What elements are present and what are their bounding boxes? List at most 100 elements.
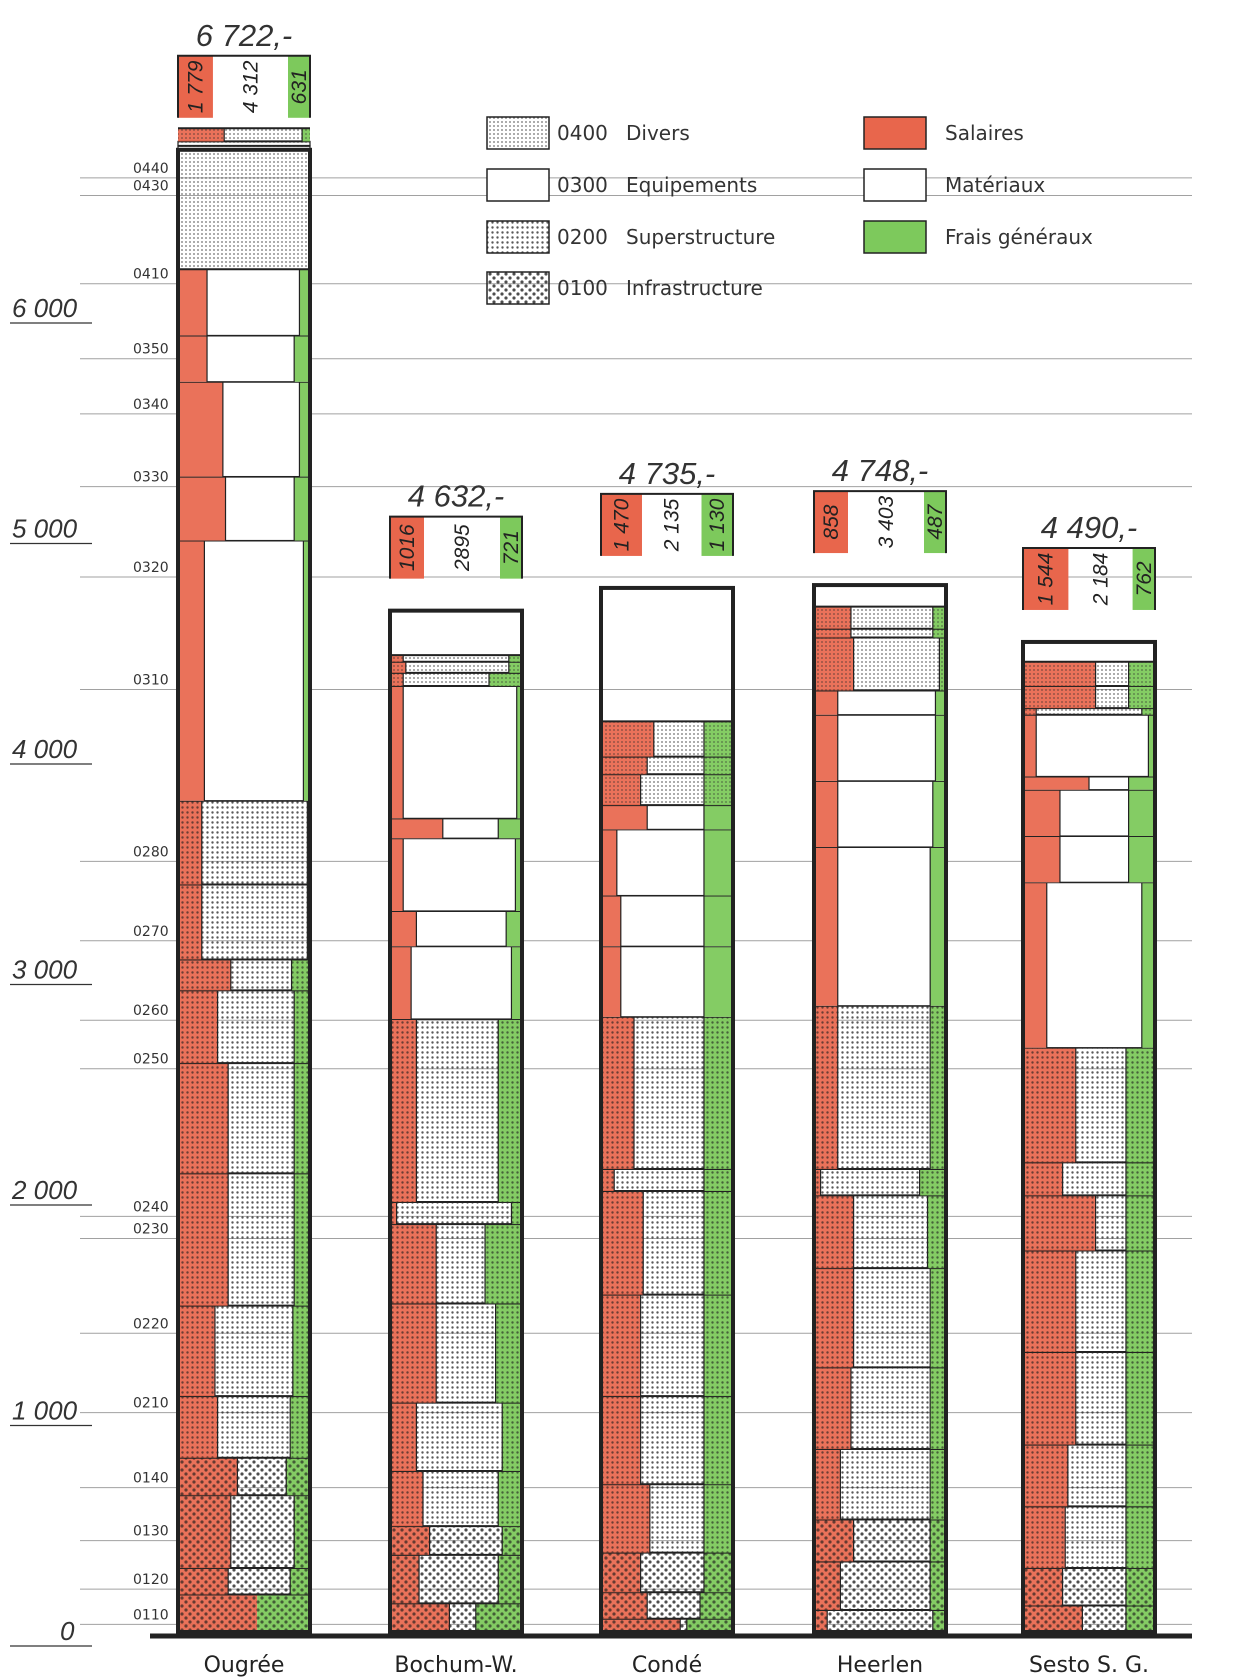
segment-0120 bbox=[1023, 1567, 1155, 1607]
segment-frais-generaux bbox=[294, 335, 310, 382]
bar-outline bbox=[1021, 639, 1157, 1634]
segment-frais-texture bbox=[294, 1495, 310, 1569]
segment-0140 bbox=[601, 1483, 733, 1554]
segment-frais-texture bbox=[502, 1402, 522, 1472]
segment-frais-generaux bbox=[511, 946, 522, 1020]
split-frais-box bbox=[701, 493, 733, 556]
split-value-label: 1 130 bbox=[706, 498, 729, 551]
segment-frais-texture bbox=[703, 1294, 733, 1397]
segment-salaires-texture bbox=[1023, 1444, 1068, 1507]
segment-salaires-texture bbox=[1023, 1351, 1076, 1445]
segment-salaires-texture bbox=[178, 1173, 229, 1306]
segment-salaires-texture bbox=[1023, 708, 1037, 715]
bar-outline bbox=[176, 147, 312, 1635]
legend-category-0400: 0400 Divers bbox=[486, 116, 690, 150]
segment-salaires-texture bbox=[390, 1224, 437, 1304]
legend-label: Divers bbox=[626, 121, 690, 145]
segment-0130 bbox=[601, 1551, 733, 1593]
segment-0410 bbox=[1023, 707, 1155, 716]
legend-component-materiaux: Matériaux bbox=[863, 168, 1045, 202]
segment-0220 bbox=[178, 1304, 310, 1397]
segment-salaires-texture bbox=[1023, 1195, 1096, 1251]
segment-0240 bbox=[814, 1167, 946, 1197]
segment-salaires bbox=[390, 686, 404, 819]
segment-0220 bbox=[814, 1267, 946, 1369]
segment-frais-generaux bbox=[1141, 882, 1155, 1048]
segment-salaires bbox=[178, 381, 223, 477]
code-label: 0340 bbox=[133, 397, 169, 413]
bar-outline bbox=[599, 585, 735, 1634]
segment-0440 bbox=[814, 605, 946, 630]
segment-frais-texture bbox=[475, 1603, 522, 1632]
segment-salaires-texture bbox=[178, 1396, 218, 1458]
segment-0110 bbox=[601, 1617, 733, 1633]
code-label: 0140 bbox=[133, 1471, 169, 1487]
segment-0220 bbox=[1023, 1249, 1155, 1353]
bar-total-label: 4 735,- bbox=[619, 456, 716, 491]
segment-salaires-texture bbox=[601, 756, 648, 775]
segment-frais-generaux bbox=[930, 847, 946, 1006]
segment-salaires-texture bbox=[814, 628, 851, 638]
segment-frais-texture bbox=[930, 1268, 946, 1368]
segment-0220 bbox=[390, 1302, 522, 1404]
segment-0280 bbox=[178, 799, 310, 886]
segment-salaires-texture bbox=[390, 655, 404, 662]
segment-salaires bbox=[390, 946, 412, 1020]
segment-base bbox=[601, 1168, 733, 1191]
segment-0410 bbox=[601, 773, 733, 806]
legend-category-0200: 0200 Superstructure bbox=[486, 220, 775, 254]
segment-salaires bbox=[814, 690, 838, 715]
segment-salaires-texture bbox=[601, 721, 654, 757]
y-tick-label: 0 bbox=[60, 1616, 75, 1646]
segment-0250 bbox=[390, 1018, 522, 1203]
code-label: 0110 bbox=[133, 1607, 169, 1623]
segment-0250 bbox=[178, 989, 310, 1064]
split-salaires-box bbox=[601, 493, 642, 556]
segment-salaires-texture bbox=[814, 1268, 854, 1368]
segment-frais-texture bbox=[932, 606, 946, 629]
segment-frais-generaux bbox=[703, 895, 733, 947]
bar-name-label: Condé bbox=[632, 1653, 702, 1678]
segment-frais-texture bbox=[1141, 708, 1155, 715]
segment-frais-texture bbox=[286, 1457, 310, 1496]
segment-salaires-texture bbox=[601, 1294, 641, 1397]
segment-frais-texture bbox=[686, 1618, 733, 1632]
segment-salaires-texture bbox=[390, 1202, 397, 1225]
segment-0250 bbox=[601, 1015, 733, 1170]
segment-salaires-texture bbox=[390, 1526, 430, 1555]
segment-frais-texture bbox=[1125, 1568, 1155, 1606]
segment-frais-texture bbox=[1125, 1250, 1155, 1352]
code-label: 0330 bbox=[133, 470, 169, 486]
bar-ougr-e bbox=[176, 127, 312, 1635]
segment-base bbox=[390, 838, 522, 911]
segment-frais-texture bbox=[939, 637, 946, 691]
code-label: 0120 bbox=[133, 1572, 169, 1588]
split-value-label: 1 470 bbox=[610, 498, 633, 551]
code-label: 0250 bbox=[133, 1052, 169, 1068]
segment-0240 bbox=[601, 1167, 733, 1192]
segment-0120 bbox=[178, 1567, 310, 1596]
segment-salaires-texture bbox=[390, 672, 404, 687]
code-label: 0230 bbox=[133, 1221, 169, 1237]
segment-0410 bbox=[814, 636, 946, 692]
segment-0330 bbox=[1023, 788, 1155, 837]
segment-frais-texture bbox=[703, 1552, 733, 1593]
segment-salaires-texture bbox=[178, 1495, 231, 1569]
segment-0120 bbox=[390, 1553, 522, 1604]
segment-frais-texture bbox=[485, 1224, 522, 1304]
segment-salaires-texture bbox=[1023, 1250, 1076, 1352]
segment-salaires-texture bbox=[178, 1305, 215, 1397]
segment-frais-generaux bbox=[935, 714, 946, 781]
segment-frais-texture bbox=[495, 1303, 522, 1403]
segment-frais-texture bbox=[302, 128, 310, 142]
code-label: 0320 bbox=[133, 560, 169, 576]
y-tick-label: 4 000 bbox=[12, 734, 78, 764]
segment-salaires bbox=[601, 895, 621, 947]
segment-frais-texture bbox=[932, 628, 946, 638]
segment-salaires-texture bbox=[390, 1019, 417, 1203]
segment-salaires-texture bbox=[1023, 1506, 1066, 1569]
segment-0220 bbox=[601, 1293, 733, 1397]
segment-salaires-texture bbox=[178, 128, 225, 142]
split-value-label: 1 779 bbox=[184, 60, 207, 113]
